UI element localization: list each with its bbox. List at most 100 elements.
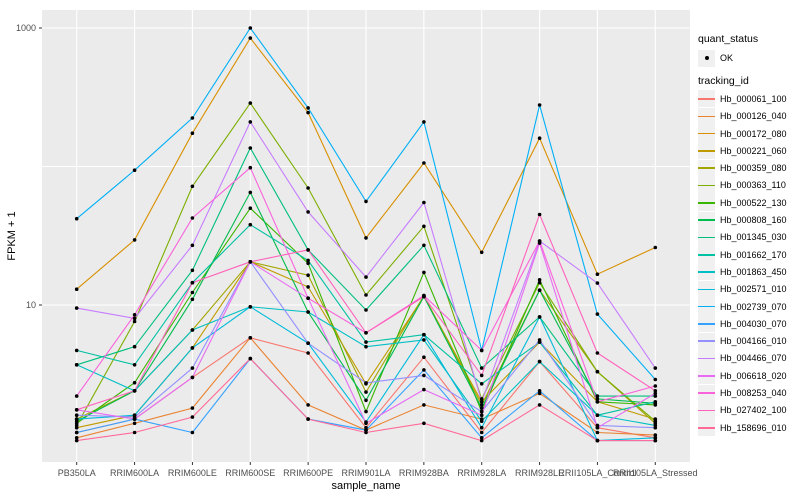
- legend-item-Hb_004466_070: Hb_004466_070: [698, 349, 787, 367]
- data-point: [479, 373, 484, 378]
- data-point: [306, 351, 310, 355]
- legend-key-line: [698, 253, 715, 256]
- data-point: [653, 377, 658, 382]
- data-point: [422, 294, 426, 299]
- data-point: [74, 436, 79, 440]
- data-point: [364, 331, 368, 335]
- legend-key-box: [698, 125, 715, 143]
- data-point: [653, 436, 658, 440]
- data-point: [537, 403, 542, 407]
- legend-key-box: [698, 315, 715, 333]
- data-point: [306, 296, 310, 301]
- data-point: [74, 306, 79, 310]
- data-point: [595, 351, 600, 355]
- data-point: [248, 101, 253, 105]
- legend-item-label: Hb_002739_070: [720, 301, 787, 312]
- legend-item-Hb_001662_170: Hb_001662_170: [698, 246, 787, 264]
- data-point: [364, 430, 368, 435]
- data-point: [479, 406, 484, 410]
- data-point: [132, 344, 137, 349]
- data-point: [653, 425, 658, 430]
- data-point: [248, 36, 253, 40]
- legend-item-label: Hb_004166_010: [720, 336, 787, 347]
- legend-key-line: [698, 340, 715, 343]
- legend-key-box: [698, 401, 715, 419]
- data-point: [132, 380, 137, 385]
- data-point: [306, 210, 310, 214]
- legend-item-Hb_000359_080: Hb_000359_080: [698, 159, 787, 177]
- data-point: [422, 161, 426, 165]
- y-tick-label: 10: [26, 300, 36, 310]
- data-point: [190, 131, 195, 135]
- data-point: [74, 348, 79, 353]
- data-point: [306, 110, 310, 115]
- legend-item-ok: OK: [698, 49, 734, 67]
- data-point: [306, 248, 310, 252]
- legend-key-line: [698, 288, 715, 291]
- data-point: [653, 400, 658, 404]
- data-point: [132, 389, 137, 393]
- data-point: [537, 359, 542, 364]
- data-point: [653, 366, 658, 370]
- data-point: [653, 245, 658, 250]
- data-point: [479, 366, 484, 370]
- legend-key-box: [698, 332, 715, 350]
- legend-key-line: [698, 409, 715, 412]
- data-point: [190, 297, 195, 302]
- legend-key-box: [698, 419, 715, 437]
- data-point: [248, 190, 253, 195]
- legend-key-box: [698, 298, 715, 316]
- data-point: [190, 216, 195, 220]
- data-point: [422, 224, 426, 229]
- data-point: [422, 387, 426, 392]
- data-point: [537, 389, 542, 393]
- legend-item-Hb_000061_100: Hb_000061_100: [698, 90, 787, 108]
- legend-key-line: [698, 150, 715, 152]
- data-point: [364, 390, 368, 394]
- data-point: [364, 308, 368, 312]
- legend-key-box: [698, 246, 715, 264]
- point-marker-icon: [704, 56, 709, 61]
- data-point: [248, 206, 253, 210]
- data-point: [479, 403, 484, 407]
- data-point: [364, 381, 368, 385]
- data-point: [653, 394, 658, 398]
- legend-item-Hb_000363_110: Hb_000363_110: [698, 176, 786, 194]
- legend-key-box: [698, 211, 715, 229]
- legend-item-Hb_004030_070: Hb_004030_070: [698, 315, 787, 333]
- legend-item-label: Hb_158696_010: [720, 422, 787, 433]
- legend-item-Hb_002571_010: Hb_002571_010: [698, 280, 787, 298]
- legend-key-line: [698, 132, 715, 135]
- data-point: [364, 340, 368, 344]
- data-point: [306, 106, 310, 110]
- legend-item-Hb_000126_040: Hb_000126_040: [698, 107, 787, 125]
- data-point: [595, 438, 600, 443]
- legend: quant_status OK tracking_id Hb_000061_10…: [696, 0, 800, 500]
- data-point: [595, 312, 600, 316]
- data-point: [132, 238, 137, 242]
- data-point: [190, 243, 195, 248]
- legend-item-label: Hb_000061_100: [720, 93, 787, 104]
- data-point: [422, 421, 426, 426]
- data-point: [132, 313, 137, 317]
- data-point: [248, 356, 253, 361]
- data-point: [537, 315, 542, 319]
- data-point: [74, 408, 79, 412]
- legend-key-box: [698, 349, 715, 367]
- data-point: [422, 200, 426, 205]
- legend-key-line: [698, 202, 715, 204]
- x-axis-title: sample_name: [331, 480, 401, 492]
- data-point: [190, 268, 195, 273]
- x-tick-label: RRIM928LE: [515, 468, 564, 478]
- legend-item-label: Hb_027402_100: [720, 405, 787, 416]
- data-point: [132, 363, 137, 367]
- data-point: [653, 419, 658, 424]
- data-point: [190, 430, 195, 435]
- legend-item-label: Hb_000522_130: [720, 197, 787, 208]
- y-tick-label: 1000: [16, 23, 36, 33]
- x-tick-label: PB350LA: [58, 468, 96, 478]
- data-point: [537, 338, 542, 342]
- legend-item-label: OK: [720, 53, 734, 64]
- data-point: [479, 382, 484, 386]
- data-point: [306, 310, 310, 314]
